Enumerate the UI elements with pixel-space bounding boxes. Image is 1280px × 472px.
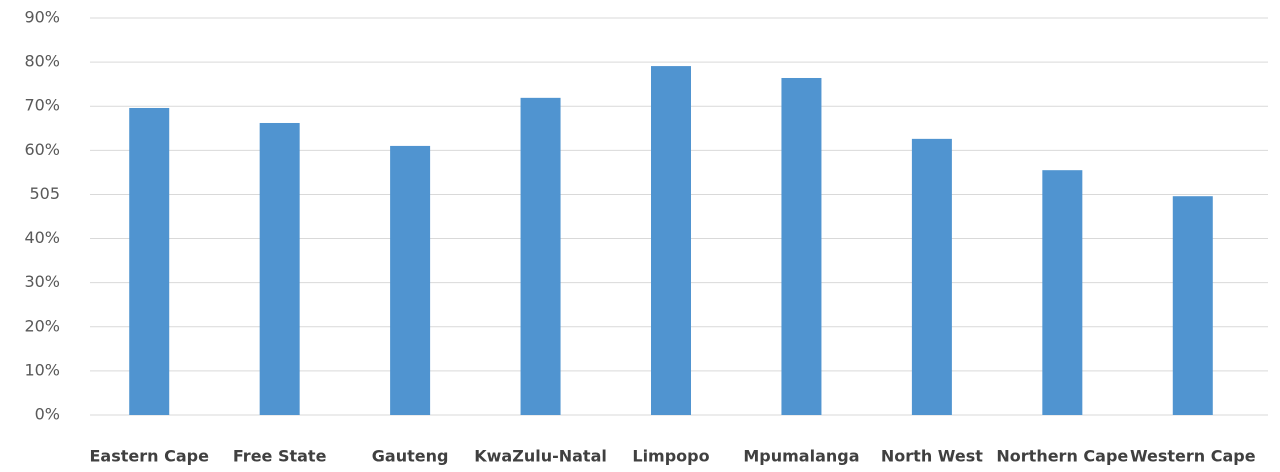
x-tick-label: Eastern Cape bbox=[89, 447, 209, 466]
y-tick-label: 10% bbox=[24, 360, 60, 379]
y-tick-label: 70% bbox=[24, 96, 60, 115]
bar bbox=[911, 138, 952, 415]
y-tick-label: 30% bbox=[24, 272, 60, 291]
y-tick-label: 90% bbox=[24, 8, 60, 27]
bar bbox=[390, 145, 431, 415]
x-tick-label: KwaZulu-Natal bbox=[474, 447, 607, 466]
bar bbox=[651, 66, 691, 415]
y-tick-label: 40% bbox=[24, 228, 60, 247]
bar bbox=[1172, 196, 1213, 415]
bar bbox=[781, 77, 822, 415]
x-tick-label: Gauteng bbox=[372, 447, 449, 466]
y-tick-label: 80% bbox=[24, 52, 60, 71]
x-tick-label: Northern Cape bbox=[996, 447, 1128, 466]
bar bbox=[520, 97, 561, 415]
x-tick-label: North West bbox=[881, 447, 983, 466]
y-tick-label: 20% bbox=[24, 316, 60, 335]
bar bbox=[129, 107, 170, 415]
y-tick-label: 505 bbox=[29, 184, 60, 203]
y-tick-label: 0% bbox=[35, 405, 60, 424]
x-tick-label: Mpumalanga bbox=[743, 447, 859, 466]
x-tick-label: Free State bbox=[233, 447, 327, 466]
x-tick-label: Limpopo bbox=[632, 447, 709, 466]
bar bbox=[259, 122, 300, 416]
y-tick-label: 60% bbox=[24, 140, 60, 159]
x-tick-label: Western Cape bbox=[1130, 447, 1256, 466]
bar bbox=[1042, 170, 1083, 415]
